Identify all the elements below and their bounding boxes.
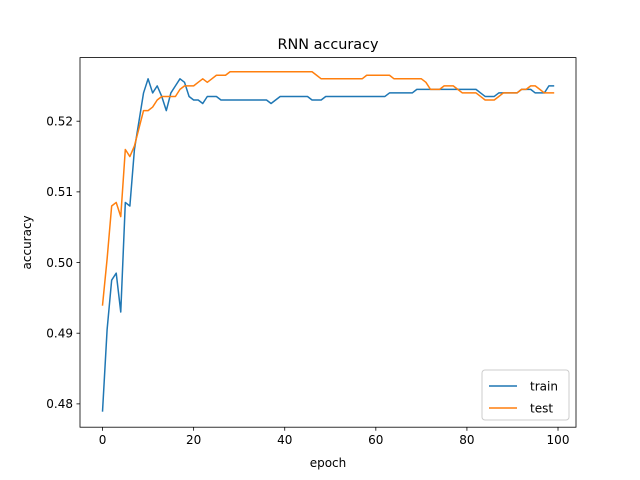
- axes-layer: [79, 57, 577, 428]
- x-ticks: 0 20 40 60 80 100: [99, 427, 570, 447]
- y-axis-label: accuracy: [20, 215, 34, 269]
- y-tick-label: 0.48: [46, 397, 73, 411]
- y-tick-label: 0.51: [46, 185, 73, 199]
- x-tick-label: 60: [368, 433, 383, 447]
- axes-frame: [79, 57, 577, 428]
- chart-title: RNN accuracy: [277, 37, 379, 53]
- series-line-test: [101, 70, 555, 306]
- y-tick-label: 0.52: [46, 115, 73, 129]
- x-tick-label: 40: [277, 433, 292, 447]
- y-ticks: 0.48 0.49 0.50 0.51 0.52: [46, 115, 80, 411]
- series-layer: [101, 70, 555, 412]
- x-tick-label: 0: [99, 433, 107, 447]
- series-line-train: [101, 78, 555, 412]
- y-tick-label: 0.50: [46, 256, 73, 270]
- legend: train test: [481, 369, 570, 421]
- x-axis-label: epoch: [310, 456, 347, 470]
- plot-area: [80, 57, 576, 428]
- legend-box: [481, 369, 570, 421]
- x-tick-label: 80: [459, 433, 474, 447]
- x-tick-label: 20: [186, 433, 201, 447]
- legend-label-train: train: [530, 379, 558, 393]
- legend-label-test: test: [530, 401, 553, 415]
- x-tick-label: 100: [547, 433, 570, 447]
- y-tick-label: 0.49: [46, 327, 73, 341]
